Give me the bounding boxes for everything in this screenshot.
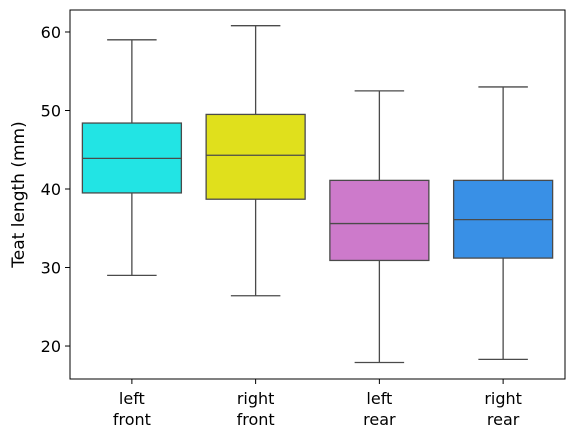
iqr-box (329, 179, 430, 262)
x-tick-label: right front (237, 389, 275, 429)
y-tick-label: 50 (41, 101, 61, 120)
iqr-box (205, 113, 306, 200)
y-tick-label: 40 (41, 180, 61, 199)
y-tick-label: 30 (41, 259, 61, 278)
box-group-left-rear (329, 90, 430, 364)
y-axis: 20 30 40 50 60 (41, 23, 70, 356)
plot-frame (69, 9, 566, 380)
y-tick-label: 20 (41, 337, 61, 356)
x-tick-label: left rear (363, 389, 396, 429)
x-tick-label: left front (113, 389, 151, 429)
box-group-left-front (81, 39, 183, 277)
y-tick-label: 60 (41, 23, 61, 42)
box-group-right-front (205, 25, 306, 297)
y-axis-label: Teat length (mm) (9, 121, 29, 268)
boxes-layer (81, 25, 554, 364)
box-group-right-rear (452, 86, 554, 361)
x-tick-label: right rear (484, 389, 522, 429)
x-axis: left front right front left rear right rear (113, 379, 522, 429)
